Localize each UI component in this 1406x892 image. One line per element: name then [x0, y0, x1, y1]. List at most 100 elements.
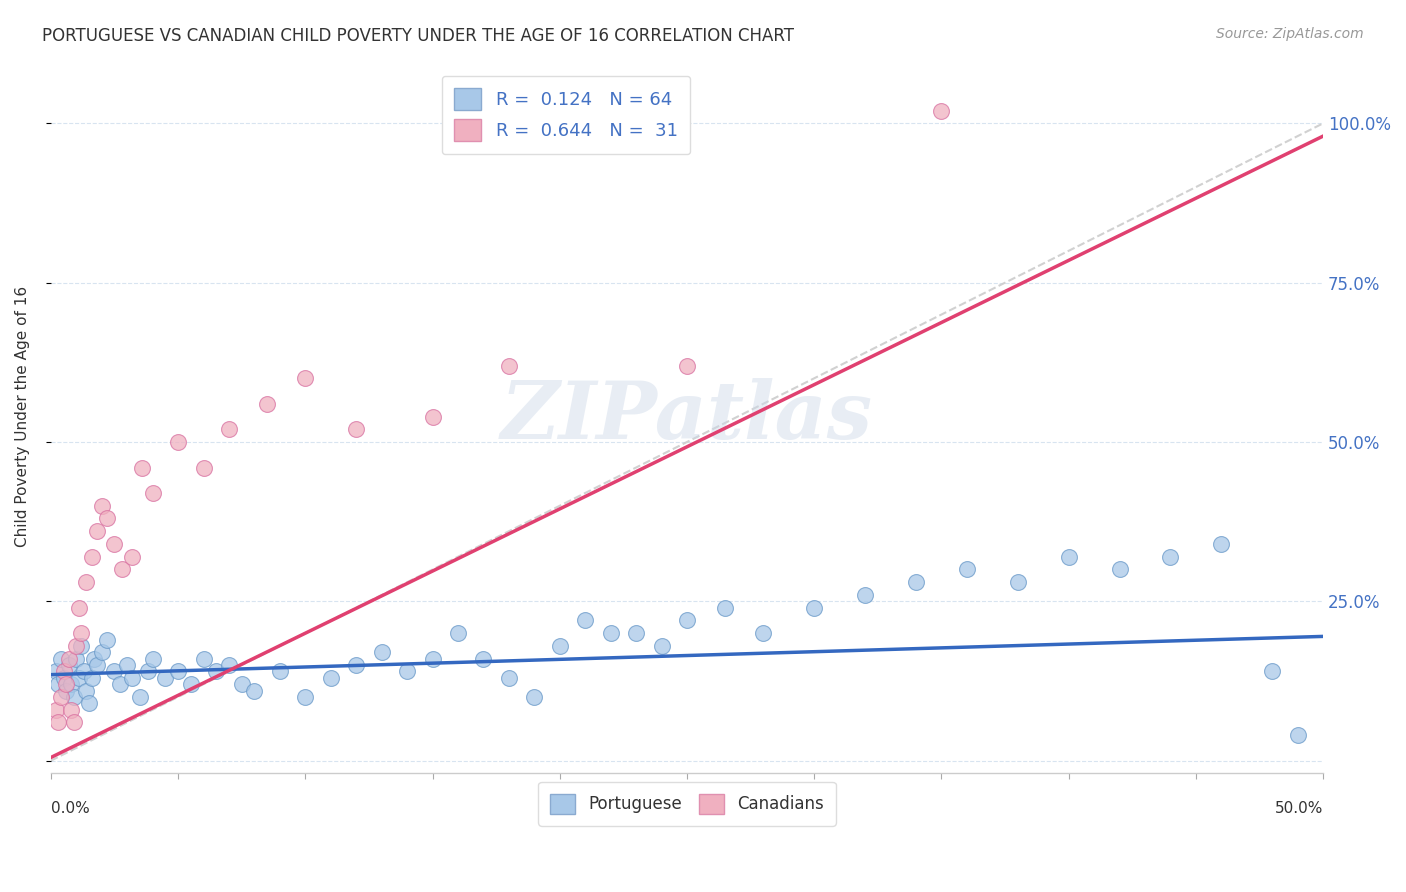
Point — [1057, 549, 1080, 564]
Point — [90, 499, 112, 513]
Point — [396, 665, 419, 679]
Point — [651, 639, 673, 653]
Text: 0.0%: 0.0% — [51, 801, 90, 815]
Point — [121, 549, 143, 564]
Point — [370, 645, 392, 659]
Point — [167, 665, 190, 679]
Point — [624, 626, 647, 640]
Point — [58, 651, 80, 665]
Point — [344, 422, 367, 436]
Point — [136, 665, 159, 679]
Point — [103, 537, 125, 551]
Point — [447, 626, 470, 640]
Point — [498, 671, 520, 685]
Point — [269, 665, 291, 679]
Point — [155, 671, 177, 685]
Point — [193, 651, 215, 665]
Point — [714, 600, 737, 615]
Text: ZIPatlas: ZIPatlas — [501, 378, 873, 455]
Point — [70, 626, 93, 640]
Point — [193, 460, 215, 475]
Point — [75, 575, 97, 590]
Point — [853, 588, 876, 602]
Point — [49, 690, 72, 704]
Point — [218, 658, 240, 673]
Point — [931, 103, 953, 118]
Point — [1159, 549, 1181, 564]
Point — [142, 651, 165, 665]
Point — [180, 677, 202, 691]
Point — [48, 715, 70, 730]
Point — [1286, 728, 1309, 742]
Point — [256, 397, 278, 411]
Point — [67, 671, 90, 685]
Point — [73, 665, 96, 679]
Point — [548, 639, 571, 653]
Point — [77, 696, 100, 710]
Point — [1007, 575, 1029, 590]
Point — [58, 658, 80, 673]
Point — [45, 703, 67, 717]
Point — [574, 614, 596, 628]
Point — [142, 486, 165, 500]
Point — [319, 671, 342, 685]
Point — [498, 359, 520, 373]
Point — [128, 690, 150, 704]
Point — [676, 614, 699, 628]
Point — [52, 665, 75, 679]
Point — [243, 683, 266, 698]
Point — [231, 677, 253, 691]
Point — [115, 658, 138, 673]
Point — [218, 422, 240, 436]
Point — [472, 651, 495, 665]
Point — [294, 371, 316, 385]
Point — [111, 562, 134, 576]
Point — [90, 645, 112, 659]
Point — [48, 677, 70, 691]
Point — [49, 651, 72, 665]
Point — [803, 600, 825, 615]
Point — [904, 575, 927, 590]
Point — [344, 658, 367, 673]
Point — [62, 715, 84, 730]
Point — [86, 524, 108, 539]
Point — [65, 651, 87, 665]
Point — [80, 671, 103, 685]
Point — [752, 626, 775, 640]
Point — [422, 409, 444, 424]
Point — [75, 683, 97, 698]
Point — [60, 677, 83, 691]
Point — [956, 562, 979, 576]
Point — [131, 460, 153, 475]
Point — [96, 632, 118, 647]
Point — [205, 665, 228, 679]
Point — [422, 651, 444, 665]
Point — [103, 665, 125, 679]
Point — [96, 511, 118, 525]
Point — [1211, 537, 1233, 551]
Text: PORTUGUESE VS CANADIAN CHILD POVERTY UNDER THE AGE OF 16 CORRELATION CHART: PORTUGUESE VS CANADIAN CHILD POVERTY UND… — [42, 27, 794, 45]
Y-axis label: Child Poverty Under the Age of 16: Child Poverty Under the Age of 16 — [15, 286, 30, 547]
Point — [1108, 562, 1130, 576]
Point — [60, 703, 83, 717]
Point — [523, 690, 546, 704]
Point — [676, 359, 699, 373]
Point — [52, 671, 75, 685]
Point — [83, 651, 105, 665]
Point — [121, 671, 143, 685]
Point — [1261, 665, 1284, 679]
Point — [294, 690, 316, 704]
Point — [80, 549, 103, 564]
Text: 50.0%: 50.0% — [1275, 801, 1323, 815]
Legend: Portuguese, Canadians: Portuguese, Canadians — [538, 782, 835, 826]
Point — [55, 677, 77, 691]
Point — [62, 690, 84, 704]
Point — [65, 639, 87, 653]
Point — [167, 435, 190, 450]
Point — [45, 665, 67, 679]
Point — [55, 683, 77, 698]
Point — [67, 600, 90, 615]
Text: Source: ZipAtlas.com: Source: ZipAtlas.com — [1216, 27, 1364, 41]
Point — [108, 677, 131, 691]
Point — [599, 626, 621, 640]
